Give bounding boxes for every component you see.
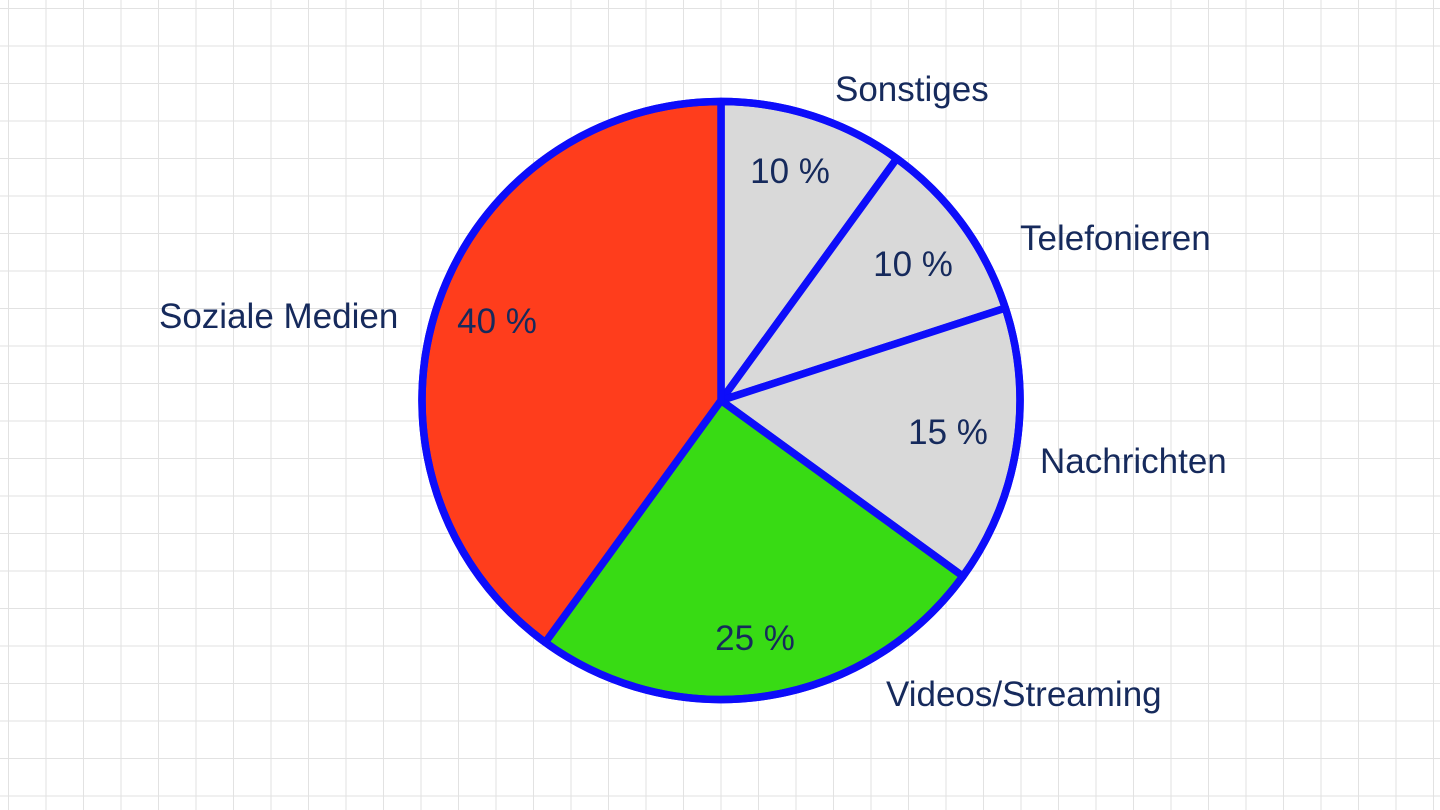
svg-text:Sonstiges: Sonstiges	[835, 70, 989, 109]
svg-text:Telefonieren: Telefonieren	[1020, 219, 1211, 258]
svg-text:10 %: 10 %	[873, 245, 953, 284]
svg-text:15 %: 15 %	[908, 413, 988, 452]
svg-text:40 %: 40 %	[457, 302, 537, 341]
svg-text:Soziale Medien: Soziale Medien	[159, 297, 398, 336]
svg-text:10 %: 10 %	[750, 152, 830, 191]
svg-text:Videos/Streaming: Videos/Streaming	[886, 675, 1162, 714]
svg-text:25 %: 25 %	[715, 619, 795, 658]
svg-text:Nachrichten: Nachrichten	[1040, 442, 1227, 481]
